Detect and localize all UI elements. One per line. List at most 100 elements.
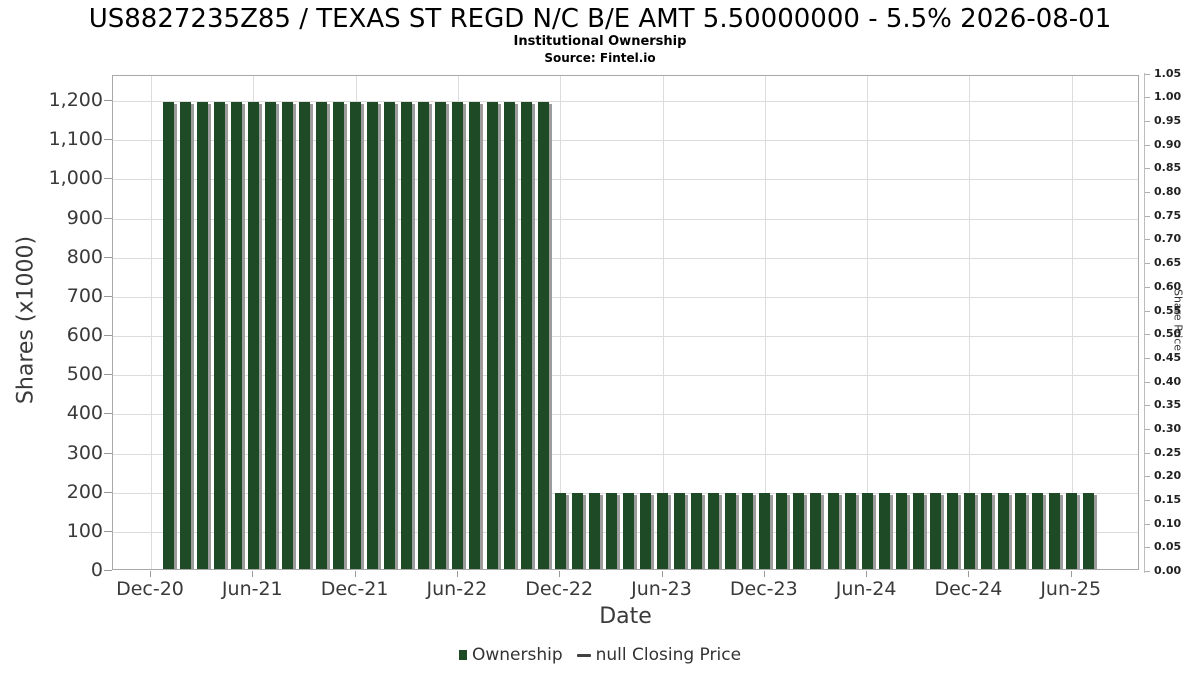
y-axis-left-tick-label: 0 — [90, 559, 103, 581]
legend-closing-price-label: null Closing Price — [595, 645, 742, 665]
ownership-bar[interactable] — [759, 493, 771, 569]
ownership-bar[interactable] — [571, 493, 583, 569]
y-axis-right-tick-label: 0.30 — [1154, 421, 1182, 435]
ownership-bar[interactable] — [844, 493, 856, 569]
x-axis-tick-label: Dec-21 — [320, 578, 389, 600]
y-axis-right-tick-mark — [1145, 452, 1150, 454]
x-axis-tick-label: Jun-24 — [835, 578, 897, 600]
legend: Ownership null Closing Price — [0, 645, 1200, 665]
ownership-bar[interactable] — [435, 102, 447, 569]
ownership-bar[interactable] — [418, 102, 430, 569]
ownership-bar[interactable] — [588, 493, 600, 569]
x-axis-tick-mark — [1070, 571, 1072, 577]
y-axis-right-tick-label: 0.25 — [1154, 445, 1182, 459]
legend-item-closing-price[interactable]: null Closing Price — [576, 645, 742, 665]
ownership-bar[interactable] — [657, 493, 668, 569]
x-axis-tick-label: Jun-23 — [631, 578, 692, 600]
ownership-bar[interactable] — [827, 493, 839, 569]
y-axis-right-tick-mark — [1145, 405, 1150, 407]
ownership-bar[interactable] — [179, 102, 191, 569]
vertical-gridline — [151, 76, 152, 569]
y-axis-right-tick-label: 0.55 — [1154, 303, 1182, 317]
ownership-bar[interactable] — [264, 102, 276, 569]
ownership-bar[interactable] — [316, 102, 327, 569]
ownership-bar[interactable] — [401, 102, 413, 569]
x-axis-tick-label: Dec-24 — [934, 578, 1003, 600]
ownership-bar[interactable] — [708, 493, 720, 569]
ownership-bar[interactable] — [776, 493, 788, 569]
ownership-bar[interactable] — [605, 493, 617, 569]
ownership-bar[interactable] — [674, 493, 686, 569]
ownership-bar[interactable] — [367, 102, 379, 569]
y-axis-right-tick-mark — [1145, 168, 1150, 170]
ownership-bar[interactable] — [247, 102, 259, 569]
y-axis-left-tick-label: 100 — [66, 519, 103, 542]
ownership-bar[interactable] — [230, 102, 242, 569]
y-axis-right-tick-label: 0.15 — [1154, 492, 1182, 506]
ownership-bar[interactable] — [554, 493, 566, 569]
ownership-bar[interactable] — [963, 493, 975, 569]
y-axis-right-tick-label: 0.65 — [1154, 256, 1182, 270]
ownership-bar[interactable] — [929, 493, 941, 569]
x-axis-tick-mark — [354, 571, 356, 577]
ownership-bar[interactable] — [162, 102, 174, 569]
ownership-bar[interactable] — [861, 493, 873, 569]
vertical-gridline — [1071, 76, 1073, 569]
ownership-bar[interactable] — [998, 493, 1009, 569]
ownership-bar[interactable] — [742, 493, 754, 569]
ownership-bar[interactable] — [912, 493, 924, 569]
horizontal-gridline — [113, 179, 1138, 181]
ownership-bar[interactable] — [1083, 493, 1095, 569]
ownership-bar[interactable] — [639, 493, 651, 569]
plot-area[interactable] — [112, 75, 1139, 570]
ownership-bar[interactable] — [725, 493, 737, 569]
ownership-bar[interactable] — [281, 102, 293, 569]
ownership-bar[interactable] — [384, 102, 396, 569]
ownership-bar[interactable] — [878, 493, 890, 569]
ownership-bar[interactable] — [793, 493, 805, 569]
y-axis-left-tick-mark — [104, 335, 112, 336]
ownership-bar[interactable] — [333, 102, 345, 569]
y-axis-left-tick-label: 200 — [66, 480, 103, 503]
ownership-bar[interactable] — [980, 493, 992, 569]
ownership-bar[interactable] — [213, 102, 225, 569]
y-axis-left-tick-label: 900 — [66, 206, 103, 229]
y-axis-right-tick-mark — [1145, 547, 1150, 549]
ownership-bar[interactable] — [622, 493, 634, 569]
ownership-bar[interactable] — [810, 493, 822, 569]
ownership-bar[interactable] — [1066, 493, 1078, 569]
y-axis-right-tick-mark — [1145, 310, 1150, 312]
ownership-bar[interactable] — [486, 102, 498, 569]
ownership-bar[interactable] — [1049, 493, 1061, 569]
y-axis-right-tick-mark — [1145, 381, 1150, 383]
ownership-bar[interactable] — [350, 102, 362, 569]
ownership-bar[interactable] — [691, 493, 703, 569]
ownership-bar[interactable] — [946, 493, 958, 569]
ownership-bar[interactable] — [503, 102, 515, 569]
legend-item-ownership[interactable]: Ownership — [458, 645, 563, 665]
y-axis-left-tick-label: 500 — [66, 363, 103, 386]
y-axis-right-tick-mark — [1145, 476, 1150, 478]
y-axis-right-tick-mark — [1145, 239, 1150, 241]
y-axis-right-tick-mark — [1145, 121, 1150, 123]
y-axis-right-tick-mark — [1145, 523, 1150, 525]
ownership-bar[interactable] — [520, 102, 532, 569]
ownership-bar[interactable] — [1032, 493, 1044, 569]
x-axis-tick-label: Dec-22 — [525, 578, 594, 600]
ownership-bar[interactable] — [895, 493, 907, 569]
y-axis-right-tick-mark — [1145, 73, 1150, 75]
ownership-bar[interactable] — [452, 102, 464, 569]
ownership-bar[interactable] — [537, 102, 549, 569]
ownership-bar[interactable] — [1015, 493, 1027, 569]
ownership-bar[interactable] — [469, 102, 481, 569]
x-axis-tick-mark — [456, 571, 458, 577]
y-axis-right-tick-label: 0.80 — [1154, 185, 1182, 199]
y-axis-label-right: Share Price — [1171, 288, 1185, 352]
y-axis-left-tick-label: 1,100 — [48, 128, 103, 151]
y-axis-left-tick-mark — [104, 295, 112, 297]
ownership-bar[interactable] — [298, 102, 310, 569]
chart-source-label: Source: Fintel.io — [544, 51, 656, 65]
y-axis-right-tick-mark — [1145, 192, 1150, 194]
ownership-bar[interactable] — [196, 102, 208, 569]
